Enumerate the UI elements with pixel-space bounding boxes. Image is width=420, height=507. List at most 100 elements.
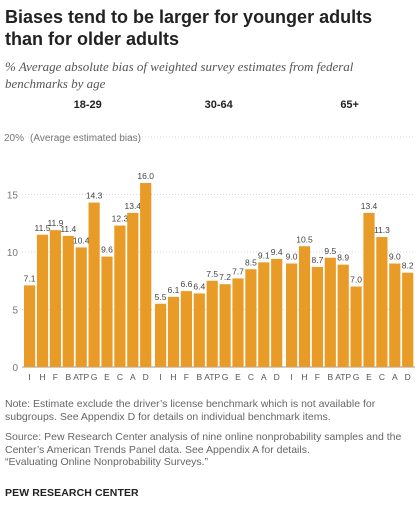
x-tick-label: H xyxy=(39,372,45,382)
x-tick-label: A xyxy=(130,372,136,382)
x-tick-label: ATP xyxy=(335,372,351,382)
bar xyxy=(363,212,375,367)
x-tick-label: E xyxy=(366,372,372,382)
bar-value-label: 12.3 xyxy=(112,214,129,224)
y-axis-note: (Average estimated bias) xyxy=(30,133,141,144)
x-tick-label: D xyxy=(143,372,149,382)
bar xyxy=(62,235,74,367)
source-line-3: “Evaluating Online Nonprobability Survey… xyxy=(5,456,209,468)
bar xyxy=(114,225,126,367)
bar-value-label: 6.6 xyxy=(180,279,192,289)
bar-value-label: 7.0 xyxy=(350,275,362,285)
bar-value-label: 6.4 xyxy=(193,281,205,291)
x-tick-label: G xyxy=(91,372,98,382)
bar-value-label: 9.4 xyxy=(271,247,283,257)
chart-note: Note: Estimate exclude the driver’s lice… xyxy=(5,398,376,423)
bar-value-label: 7.5 xyxy=(206,269,218,279)
x-tick-label: C xyxy=(117,372,123,382)
bar-value-label: 11.5 xyxy=(35,223,51,233)
x-tick-label: F xyxy=(315,372,320,382)
x-tick-label: E xyxy=(235,372,241,382)
x-tick-label: B xyxy=(65,372,71,382)
y-tick-label: 20% xyxy=(4,133,24,144)
bar xyxy=(75,247,87,367)
bar-value-label: 7.7 xyxy=(232,266,244,276)
bar-value-label: 14.3 xyxy=(86,191,103,201)
bar xyxy=(180,291,192,367)
chart-title: Biases tend to be larger for younger adu… xyxy=(5,7,373,49)
x-tick-label: D xyxy=(274,372,280,382)
bar-value-label: 16.0 xyxy=(137,171,154,181)
x-tick-label: A xyxy=(392,372,398,382)
bar-value-label: 9.0 xyxy=(286,252,298,262)
x-tick-label: A xyxy=(261,372,267,382)
bar xyxy=(232,278,244,367)
bar xyxy=(245,269,257,367)
bar-value-label: 7.1 xyxy=(24,273,36,283)
bar xyxy=(350,286,362,367)
x-tick-label: I xyxy=(159,372,161,382)
chart-subtitle: % Average absolute bias of weighted surv… xyxy=(5,59,354,91)
x-tick-label: G xyxy=(222,372,229,382)
bar-value-label: 9.6 xyxy=(101,245,113,255)
bar-value-label: 10.4 xyxy=(73,235,90,245)
bar xyxy=(140,183,152,367)
bar-value-label: 11.4 xyxy=(60,224,76,234)
x-tick-label: B xyxy=(327,372,333,382)
y-tick-label: 15 xyxy=(7,191,19,202)
bar-value-label: 8.2 xyxy=(402,261,414,271)
y-tick-label: 5 xyxy=(12,306,18,317)
bar xyxy=(24,285,36,367)
bar xyxy=(101,256,113,367)
x-tick-label: I xyxy=(290,372,292,382)
x-tick-label: E xyxy=(104,372,110,382)
chart-source: Source: Pew Research Center analysis of … xyxy=(5,431,413,469)
x-tick-label: C xyxy=(379,372,385,382)
bar xyxy=(311,266,323,367)
x-tick-label: B xyxy=(196,372,202,382)
x-tick-label: D xyxy=(405,372,411,382)
x-tick-label: H xyxy=(301,372,307,382)
bar-value-label: 6.1 xyxy=(168,285,180,295)
group-label: 18-29 xyxy=(74,99,102,111)
bar-value-label: 5.5 xyxy=(155,292,167,302)
bar xyxy=(337,264,349,367)
x-tick-label: F xyxy=(53,372,58,382)
bar-value-label: 13.4 xyxy=(361,201,378,211)
bar-value-label: 8.7 xyxy=(311,255,323,265)
y-tick-label: 0 xyxy=(12,363,18,374)
bar xyxy=(127,212,139,367)
bar xyxy=(193,293,205,367)
bar xyxy=(155,303,167,367)
bar-value-label: 9.5 xyxy=(324,246,336,256)
group-label: 65+ xyxy=(340,99,359,111)
bar-chart: 0 5 10 15 20% (Average estimated bias) 18-29 7.… xyxy=(4,99,415,382)
bar-value-label: 8.5 xyxy=(245,257,257,267)
y-tick-label: 10 xyxy=(7,248,19,259)
bar-value-label: 11.3 xyxy=(374,225,390,235)
bar xyxy=(258,262,270,367)
bar xyxy=(271,258,283,367)
x-tick-label: I xyxy=(28,372,30,382)
bar xyxy=(389,263,401,367)
x-tick-label: ATP xyxy=(204,372,220,382)
x-tick-label: C xyxy=(248,372,254,382)
bar-value-label: 8.9 xyxy=(337,253,349,263)
bar xyxy=(402,272,414,367)
bar-value-label: 7.2 xyxy=(219,272,231,282)
source-line-1: Source: Pew Research Center analysis of … xyxy=(5,431,402,443)
x-tick-label: F xyxy=(184,372,189,382)
brand-label: PEW RESEARCH CENTER xyxy=(5,487,139,499)
x-tick-label: G xyxy=(353,372,360,382)
bar xyxy=(298,246,311,367)
bar xyxy=(324,257,336,367)
bar xyxy=(88,202,100,367)
bar xyxy=(49,230,61,367)
bar xyxy=(36,234,49,367)
bar-value-label: 9.0 xyxy=(389,252,401,262)
bar xyxy=(286,263,298,367)
bar-value-label: 10.5 xyxy=(296,234,313,244)
bar xyxy=(376,237,388,367)
bar xyxy=(206,280,218,367)
x-tick-label: H xyxy=(170,372,176,382)
